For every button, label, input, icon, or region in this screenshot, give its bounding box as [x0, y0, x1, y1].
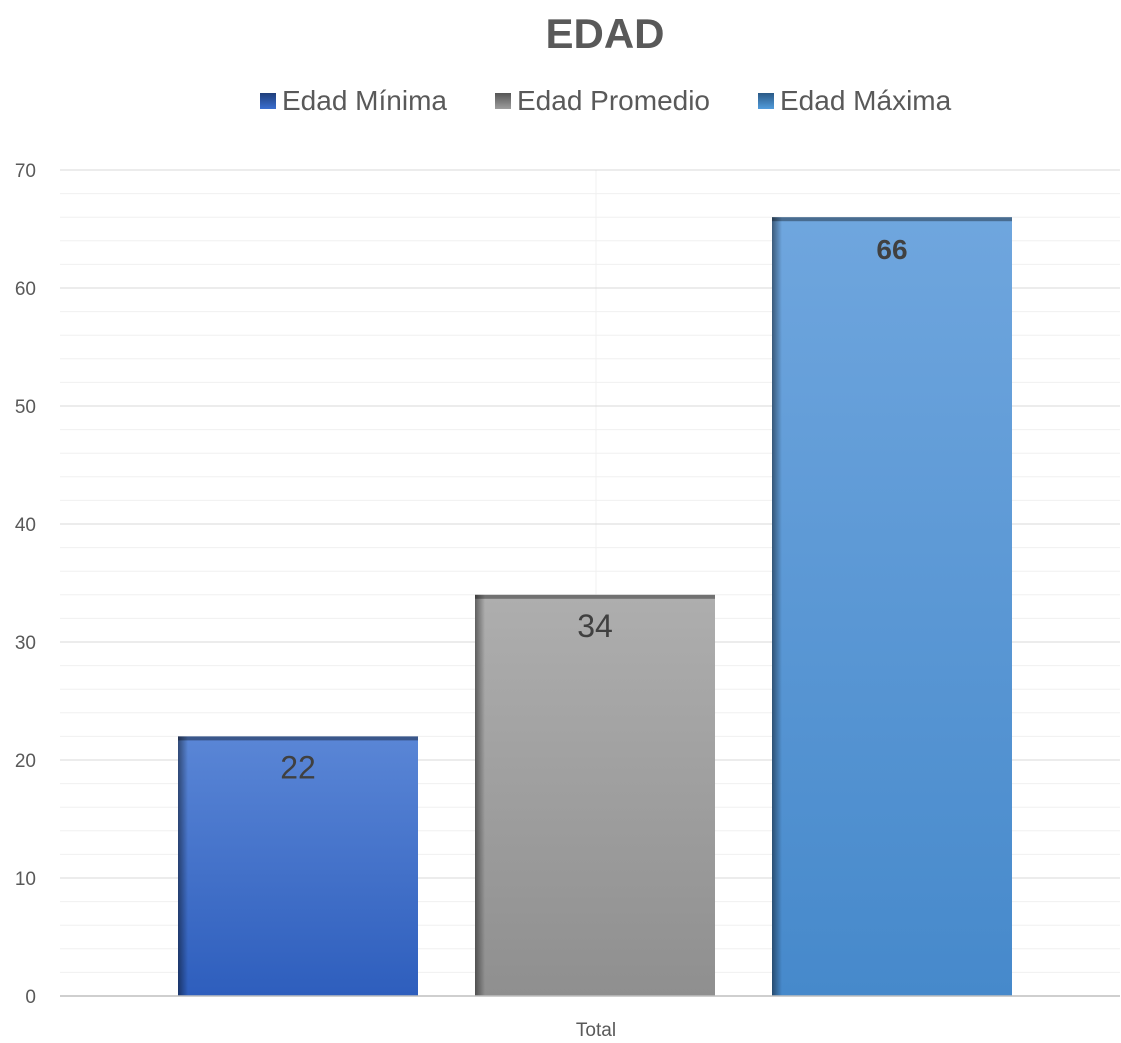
bar-edad-mínima	[178, 736, 418, 996]
y-tick-label: 60	[15, 279, 36, 300]
y-tick-label: 20	[15, 751, 36, 772]
legend-item: Edad Mínima	[260, 85, 447, 116]
bar-edge-shade	[475, 594, 485, 996]
bar-edge-shade	[178, 736, 188, 996]
y-tick-label: 10	[15, 869, 36, 890]
y-tick-label: 70	[15, 161, 36, 182]
y-axis: 0 10 20 30 40 50 60 70	[15, 161, 36, 1008]
bar-edge-shade	[772, 217, 782, 996]
bar-edad-máxima	[772, 217, 1012, 996]
y-tick-label: 30	[15, 633, 36, 654]
x-axis: Total	[60, 995, 1120, 1041]
legend: Edad Mínima Edad Promedio Edad Máxima	[260, 85, 952, 116]
y-tick-label: 50	[15, 397, 36, 418]
bar-top-edge	[772, 217, 1012, 222]
bars	[178, 217, 1012, 996]
bar-edad-promedio	[475, 594, 715, 996]
legend-item: Edad Promedio	[495, 85, 710, 116]
x-tick-label: Total	[576, 1020, 616, 1038]
data-label: 34	[577, 608, 613, 644]
y-tick-label: 0	[25, 987, 36, 1008]
chart-title: EDAD	[545, 10, 664, 57]
legend-swatch	[758, 93, 774, 109]
data-labels: 22 34 66	[280, 234, 907, 785]
legend-label: Edad Promedio	[517, 85, 710, 116]
bar-top-edge	[475, 594, 715, 599]
data-label: 22	[280, 749, 316, 785]
legend-swatch	[495, 93, 511, 109]
legend-label: Edad Máxima	[780, 85, 952, 116]
y-tick-label: 40	[15, 515, 36, 536]
legend-item: Edad Máxima	[758, 85, 952, 116]
bar-top-edge	[178, 736, 418, 741]
legend-swatch	[260, 93, 276, 109]
data-label: 66	[876, 234, 907, 265]
legend-label: Edad Mínima	[282, 85, 447, 116]
